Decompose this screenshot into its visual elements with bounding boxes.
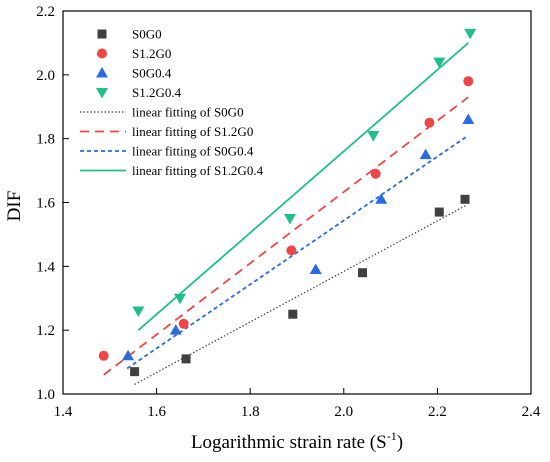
legend-marker <box>96 88 108 99</box>
fit-line <box>137 42 469 331</box>
y-tick-label: 1.0 <box>36 387 55 403</box>
x-tick-label: 1.6 <box>147 404 166 420</box>
legend-marker <box>96 67 108 78</box>
x-axis-title-close: ) <box>397 432 403 453</box>
data-point <box>463 76 474 87</box>
data-point <box>132 306 145 318</box>
data-point <box>464 28 477 40</box>
x-tick-label: 2.4 <box>522 404 541 420</box>
data-point <box>433 57 446 69</box>
axis-ticks: 1.4 1.6 1.8 2.0 2.2 2.4 1.0 1.2 1.4 1.6 1.8 2.0 2.2 <box>36 4 541 420</box>
data-point <box>424 117 435 128</box>
y-tick-label: 1.2 <box>36 323 55 339</box>
y-tick-label: 2.0 <box>36 68 55 84</box>
y-tick-label: 2.2 <box>36 4 55 20</box>
x-tick-label: 2.2 <box>428 404 447 420</box>
data-point <box>174 293 186 305</box>
data-point <box>98 350 109 361</box>
x-tick-label: 1.8 <box>241 404 260 420</box>
legend-label: linear fitting of S1.2G0 <box>132 124 253 139</box>
data-point <box>460 194 470 204</box>
data-point <box>283 213 296 225</box>
fit-line <box>126 134 469 370</box>
data-point <box>178 318 189 329</box>
data-point <box>419 148 432 160</box>
data-point <box>462 113 475 125</box>
data-point <box>286 245 297 256</box>
legend-label: linear fitting of S0G0 <box>132 105 244 120</box>
data-point <box>367 130 380 142</box>
x-axis-title-main: Logarithmic strain rate (S <box>191 432 387 453</box>
legend-label: S0G0.4 <box>132 66 172 81</box>
legend: S0G0 S1.2G0 S0G0.4 S1.2G0.4 linear fitting o… <box>80 27 264 178</box>
legend-label: linear fitting of S1.2G0.4 <box>132 163 264 178</box>
data-point <box>434 207 444 217</box>
data-point <box>309 263 322 275</box>
legend-marker <box>97 29 107 39</box>
y-tick-label: 1.4 <box>36 259 55 275</box>
x-tick-label: 2.0 <box>334 404 353 420</box>
legend-marker <box>97 48 107 59</box>
x-axis-title-sup: -1 <box>387 429 397 443</box>
data-point <box>169 324 182 335</box>
fit-line <box>103 96 469 376</box>
x-tick-label: 1.4 <box>54 404 73 420</box>
data-point <box>288 309 298 319</box>
data-point <box>375 193 388 204</box>
data-point <box>122 349 135 361</box>
data-point <box>130 367 140 377</box>
y-axis-title: DIF <box>4 191 25 222</box>
legend-label: S0G0 <box>132 27 162 42</box>
y-tick-label: 1.8 <box>36 132 55 148</box>
fit-lines <box>103 42 469 385</box>
x-axis-title: Logarithmic strain rate (S-1) <box>191 429 403 453</box>
legend-label: S1.2G0 <box>132 46 171 61</box>
data-point <box>358 268 368 278</box>
legend-label: linear fitting of S0G0.4 <box>132 144 254 159</box>
data-point <box>181 354 191 364</box>
legend-label: S1.2G0.4 <box>132 85 182 100</box>
y-tick-label: 1.6 <box>36 196 55 212</box>
data-markers <box>98 28 477 377</box>
data-point <box>370 168 381 179</box>
